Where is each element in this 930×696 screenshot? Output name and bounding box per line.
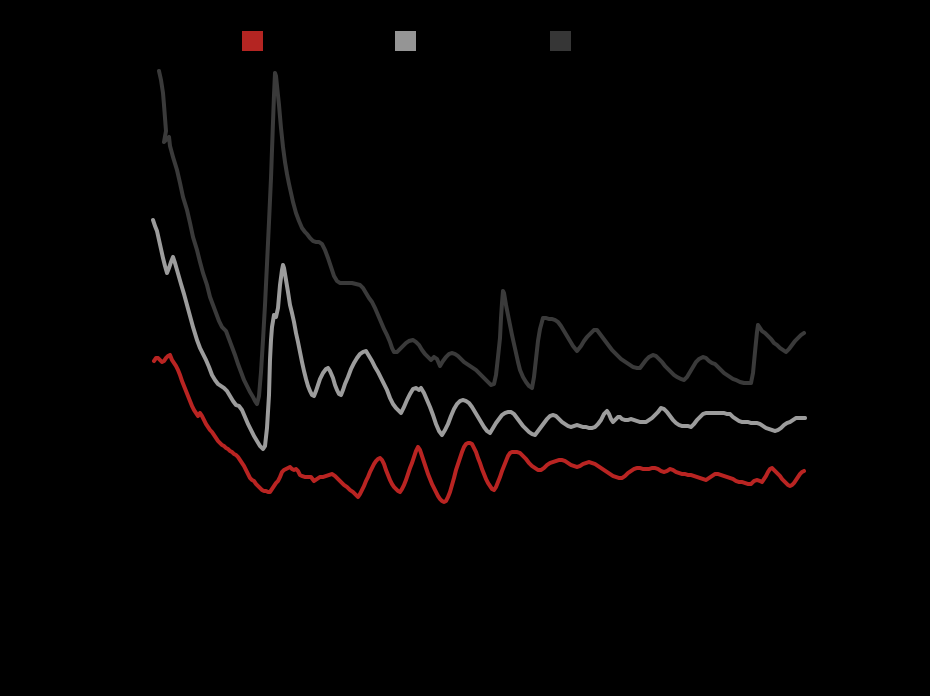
light-gray-series-line (151, 218, 807, 451)
red-series-line (152, 353, 806, 504)
dark-gray-series-line (157, 69, 806, 406)
